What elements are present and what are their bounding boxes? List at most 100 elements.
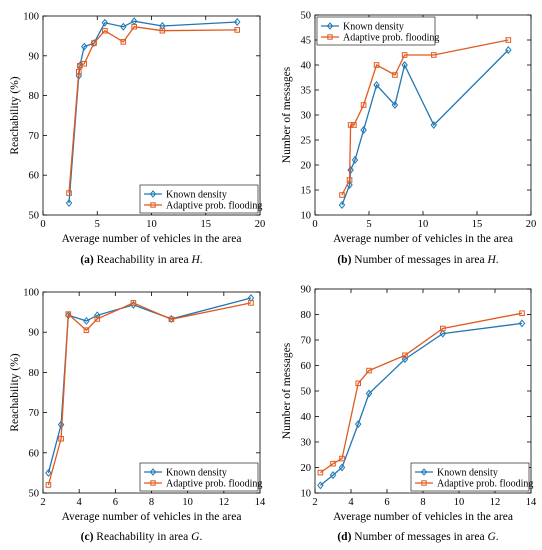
caption-part: G [191,531,200,543]
data-point-adaptive-flooding [168,316,175,323]
y-axis-label: Reachability (%) [9,353,21,431]
y-tick-label: 30 [301,111,312,122]
caption-part: Reachability in area [97,254,192,266]
panel-caption: (b) Number of messages in area H. [337,254,498,266]
y-tick-label: 90 [29,328,40,339]
chart-panel-d: 2 4 6 8 10 12 14 10 20 30 40 50 60 70 80 90 Average numb… [281,285,537,544]
series-line-adaptive-flooding [341,39,509,196]
data-point-known-density [347,166,354,174]
data-point-adaptive-flooding [339,455,345,462]
y-tick-label: 100 [23,12,39,23]
data-point-adaptive-flooding [76,68,82,75]
y-tick-label: 40 [301,61,312,72]
data-point-known-density [518,319,526,328]
x-tick-label: 6 [113,497,118,508]
x-tick-label: 15 [201,219,212,230]
panel-caption: (a) Reachability in area H. [80,254,202,266]
plot-frame [314,288,532,494]
caption-part: . [496,254,499,266]
y-tick-label: 80 [301,310,312,321]
series-line-adaptive-flooding [47,302,252,486]
legend-marker-square [150,480,156,486]
panel-caption: (c) Reachability in area G. [81,531,203,543]
data-point-known-density [401,61,408,69]
data-point-adaptive-flooding [360,102,367,108]
y-tick-label: 30 [301,438,312,449]
data-point-known-density [354,420,362,429]
y-tick-label: 70 [29,131,40,142]
x-tick-label: 15 [472,219,483,230]
x-tick-label: 5 [366,219,371,230]
legend-label: Known density [437,468,498,479]
data-point-known-density [351,156,359,164]
data-point-adaptive-flooding [65,311,72,317]
data-point-adaptive-flooding [102,27,108,34]
legend-marker-diamond [326,22,334,30]
x-axis-label: Average number of vehicles in the area [62,233,242,245]
caption-part: (d) [337,531,354,543]
data-point-known-density [430,121,438,129]
data-point-adaptive-flooding [120,39,127,45]
x-tick-label: 0 [40,219,45,230]
y-tick-label: 25 [301,136,312,147]
data-point-adaptive-flooding [330,460,336,467]
y-tick-label: 20 [301,161,312,172]
data-point-known-density [247,294,255,303]
data-point-adaptive-flooding [355,380,361,387]
data-point-adaptive-flooding [351,122,357,128]
data-point-adaptive-flooding [94,316,101,322]
caption-part: H [486,254,496,266]
x-tick-label: 0 [312,219,317,230]
x-tick-label: 5 [95,219,100,230]
data-point-adaptive-flooding [58,435,64,442]
legend-label: Adaptive prob. flooding [166,201,262,212]
legend-label: Known density [166,468,227,479]
legend-marker-square [327,34,333,40]
caption-part: G [487,531,496,543]
data-point-known-density [65,199,73,208]
x-tick-label: 4 [348,497,354,508]
caption-part: H [190,254,200,266]
legend-marker-diamond [149,190,157,198]
x-tick-label: 20 [255,219,266,230]
data-point-adaptive-flooding [339,192,345,198]
x-axis-label: Average number of vehicles in the area [333,511,513,523]
caption-part: (c) [81,531,97,543]
data-point-known-density [360,126,367,134]
x-tick-label: 2 [312,497,317,508]
data-point-adaptive-flooding [248,300,254,306]
data-point-adaptive-flooding [392,72,398,78]
data-point-adaptive-flooding [505,37,512,43]
x-tick-label: 8 [149,497,154,508]
data-point-known-density [80,42,88,51]
y-axis-label: Reachability (%) [9,76,21,154]
y-tick-label: 40 [301,412,312,423]
y-tick-label: 15 [301,186,312,197]
data-point-adaptive-flooding [130,300,137,306]
y-tick-label: 90 [301,285,312,296]
y-tick-label: 70 [301,336,312,347]
data-point-adaptive-flooding [66,190,72,196]
caption-part: Reachability in area [96,531,191,543]
x-tick-label: 10 [454,497,465,508]
y-tick-label: 90 [29,51,40,62]
data-point-adaptive-flooding [440,325,446,332]
legend-box [139,184,259,214]
x-tick-label: 20 [526,219,537,230]
data-point-known-density [83,316,90,325]
data-point-known-density [317,481,324,490]
y-tick-label: 70 [29,408,40,419]
data-point-known-density [329,471,337,480]
legend-box [316,16,436,46]
y-tick-label: 100 [23,288,39,299]
data-point-adaptive-flooding [83,327,90,333]
x-tick-label: 4 [77,497,83,508]
y-tick-label: 60 [301,361,312,372]
x-axis-label: Average number of vehicles in the area [333,233,513,245]
y-tick-label: 45 [301,36,312,47]
series-line-known-density [319,322,523,486]
legend-label: Known density [166,190,227,201]
x-tick-label: 8 [420,497,425,508]
legend-marker-square [421,480,427,486]
